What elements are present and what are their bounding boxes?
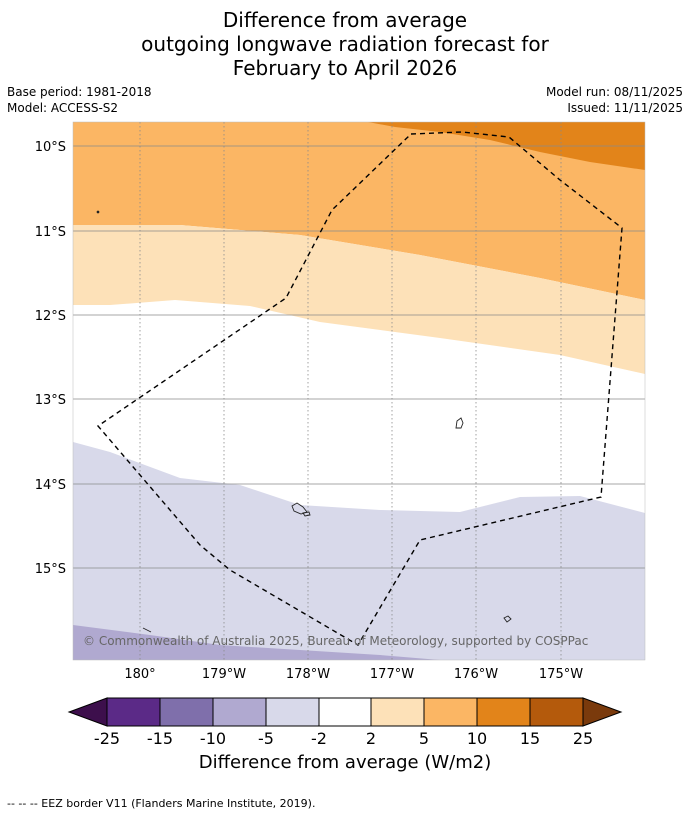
colorbar-swatch — [107, 698, 160, 726]
colorbar-swatch — [530, 698, 583, 726]
gridlines — [73, 122, 645, 660]
island-outline — [142, 627, 152, 633]
colorbar-tick: -2 — [311, 729, 327, 748]
colorbar-tick: -25 — [94, 729, 120, 748]
colorbar-ticks: -25 -15 -10 -5 -2 2 5 10 15 25 — [94, 729, 593, 748]
colorbar: -25 -15 -10 -5 -2 2 5 10 15 25 — [67, 697, 623, 748]
colorbar-swatch — [213, 698, 266, 726]
lat-label: 13°S — [35, 393, 66, 408]
lat-label: 11°S — [35, 225, 66, 240]
island-outline — [503, 615, 512, 623]
colorbar-label: Difference from average (W/m2) — [198, 752, 492, 773]
map-title: Difference from average outgoing longwav… — [0, 8, 690, 80]
light-purple-band — [73, 442, 645, 660]
island-dot — [96, 210, 100, 214]
colorbar-tick: -10 — [200, 729, 226, 748]
colorbar-tick: 25 — [573, 729, 593, 748]
eez-footnote: -- -- -- EEZ border V11 (Flanders Marine… — [7, 797, 316, 810]
issued-date: Issued: 11/11/2025 — [567, 101, 683, 115]
lat-labels: 10°S 11°S 12°S 13°S 14°S 15°S — [35, 140, 66, 577]
colorbar-tick: 5 — [419, 729, 429, 748]
colorbar-tick: -15 — [147, 729, 173, 748]
lon-label: 178°W — [286, 667, 330, 682]
colorbar-tick: -5 — [258, 729, 274, 748]
lat-label: 12°S — [35, 309, 66, 324]
colorbar-outline — [106, 697, 584, 727]
orange-band — [73, 122, 645, 300]
colorbar-swatch — [424, 698, 477, 726]
title-line-3: February to April 2026 — [232, 56, 458, 80]
lon-labels: 180° 179°W 178°W 177°W 176°W 175°W — [124, 667, 583, 682]
lon-label: 179°W — [202, 667, 246, 682]
meta-left: Base period: 1981-2018 Model: ACCESS-S2 — [7, 84, 152, 116]
islands — [96, 210, 512, 633]
lat-label: 14°S — [35, 478, 66, 493]
island-outline — [455, 417, 464, 429]
colorbar-swatch — [266, 698, 319, 726]
lat-gridlines — [73, 145, 645, 569]
colorbar-swatch — [319, 698, 371, 726]
title-line-2: outgoing longwave radiation forecast for — [141, 32, 549, 56]
map-panel: © Commonwealth of Australia 2025, Bureau… — [73, 122, 645, 660]
base-period: Base period: 1981-2018 — [7, 85, 152, 99]
colorbar-tick: 15 — [520, 729, 540, 748]
model-name: Model: ACCESS-S2 — [7, 101, 119, 115]
eez-border — [96, 131, 623, 646]
island-outline — [302, 511, 311, 517]
colorbar-over-triangle — [582, 697, 623, 727]
lon-gridlines — [139, 122, 562, 660]
title-line-1: Difference from average — [222, 8, 468, 32]
lon-label: 177°W — [370, 667, 414, 682]
purple-band — [73, 625, 440, 660]
colorbar-dividers — [106, 697, 584, 727]
colorbar-swatch — [160, 698, 213, 726]
lon-label: 180° — [124, 667, 155, 682]
copyright-text: © Commonwealth of Australia 2025, Bureau… — [83, 634, 588, 648]
model-run: Model run: 08/11/2025 — [545, 85, 683, 99]
colorbar-swatch — [371, 698, 424, 726]
colorbar-tick: 2 — [366, 729, 376, 748]
light-orange-band — [73, 225, 645, 374]
meta-right: Model run: 08/11/2025 Issued: 11/11/2025 — [546, 84, 683, 116]
colorbar-tick: 10 — [467, 729, 487, 748]
lat-label: 10°S — [35, 140, 66, 155]
lon-label: 176°W — [454, 667, 498, 682]
colorbar-under-triangle — [67, 697, 108, 727]
lon-label: 175°W — [539, 667, 583, 682]
dark-orange-band — [368, 122, 645, 170]
lat-label: 15°S — [35, 562, 66, 577]
map-frame — [72, 121, 646, 661]
colorbar-swatch — [477, 698, 530, 726]
